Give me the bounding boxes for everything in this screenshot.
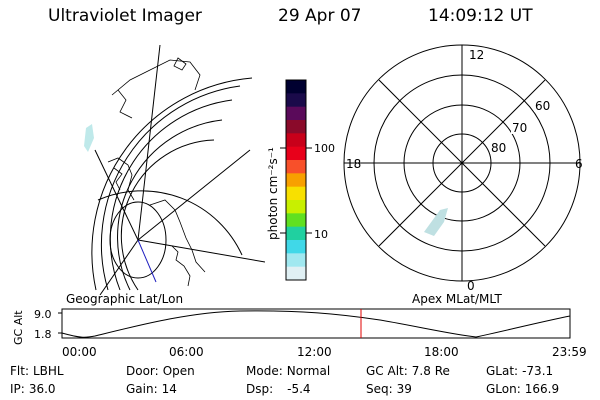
mlt-label-18: 18 [346, 157, 361, 171]
lat-label-80: 80 [491, 141, 506, 155]
gain-info: Gain: 14 [126, 382, 177, 396]
colorbar-band [286, 93, 306, 108]
colorbar-band [286, 266, 306, 281]
alt-ylabel: GC Alt [12, 310, 25, 345]
colorbar-band [286, 120, 306, 134]
mode-info: Mode: Normal [246, 364, 331, 378]
colorbar-tick-10: 10 [314, 228, 328, 241]
colorbar-band [286, 133, 306, 148]
mlt-label-6: 6 [575, 157, 583, 171]
gcalt-info: GC Alt: 7.8 Re [366, 364, 450, 378]
limb-arc [91, 77, 253, 291]
colorbar-tick-100: 100 [314, 142, 335, 155]
colorbar-frame [285, 79, 307, 281]
colorbar-band [286, 106, 306, 121]
alt-xtick-1200: 12:00 [297, 345, 332, 359]
mlt-label-12: 12 [469, 48, 484, 62]
alt-xtick-1800: 18:00 [424, 345, 459, 359]
geographic-map [84, 44, 265, 295]
glat-info: GLat: -73.1 [486, 364, 554, 378]
colorbar-band [286, 173, 306, 188]
apex-label: Apex MLat/MLT [412, 292, 502, 306]
app-title: Ultraviolet Imager [48, 6, 202, 26]
colorbar-band [286, 213, 306, 228]
lat-arc [100, 85, 241, 291]
colorbar-band [286, 186, 306, 201]
colorbar-band [286, 200, 306, 214]
aurora-blob [424, 208, 448, 236]
lat-label-70: 70 [512, 121, 527, 135]
mlt-label-0: 0 [467, 279, 475, 293]
alt-ytick-1-8: 1.8 [34, 328, 52, 341]
colorbar-band [286, 160, 306, 174]
seq-info: Seq: 39 [366, 382, 412, 396]
ip-info: IP: 36.0 [10, 382, 56, 396]
alt-ytick-9: 9.0 [34, 308, 52, 321]
colorbar [286, 80, 306, 281]
glon-info: GLon: 166.9 [486, 382, 560, 396]
alt-xtick-2359: 23:59 [552, 345, 587, 359]
door-info: Door: Open [126, 364, 195, 378]
lat-label-60: 60 [535, 99, 550, 113]
colorbar-band [286, 146, 306, 161]
altitude-plot-frame [61, 308, 571, 339]
colorbar-band [286, 80, 306, 94]
geographic-label: Geographic Lat/Lon [66, 292, 183, 306]
altitude-curve [61, 310, 571, 338]
colorbar-band [286, 226, 306, 241]
alt-xtick-0000: 00:00 [62, 345, 97, 359]
dsp-info: Dsp: -5.4 [246, 382, 311, 396]
date-label: 29 Apr 07 [278, 6, 362, 26]
colorbar-unit-label: photon cm⁻²s⁻¹ [266, 147, 280, 240]
colorbar-band [286, 253, 306, 268]
colorbar-band [286, 240, 306, 254]
pole-circle [109, 201, 167, 279]
time-label: 14:09:12 UT [428, 6, 533, 26]
filter-info: Flt: LBHL [10, 364, 64, 378]
polar-plot [343, 44, 581, 282]
alt-xtick-0600: 06:00 [169, 345, 204, 359]
